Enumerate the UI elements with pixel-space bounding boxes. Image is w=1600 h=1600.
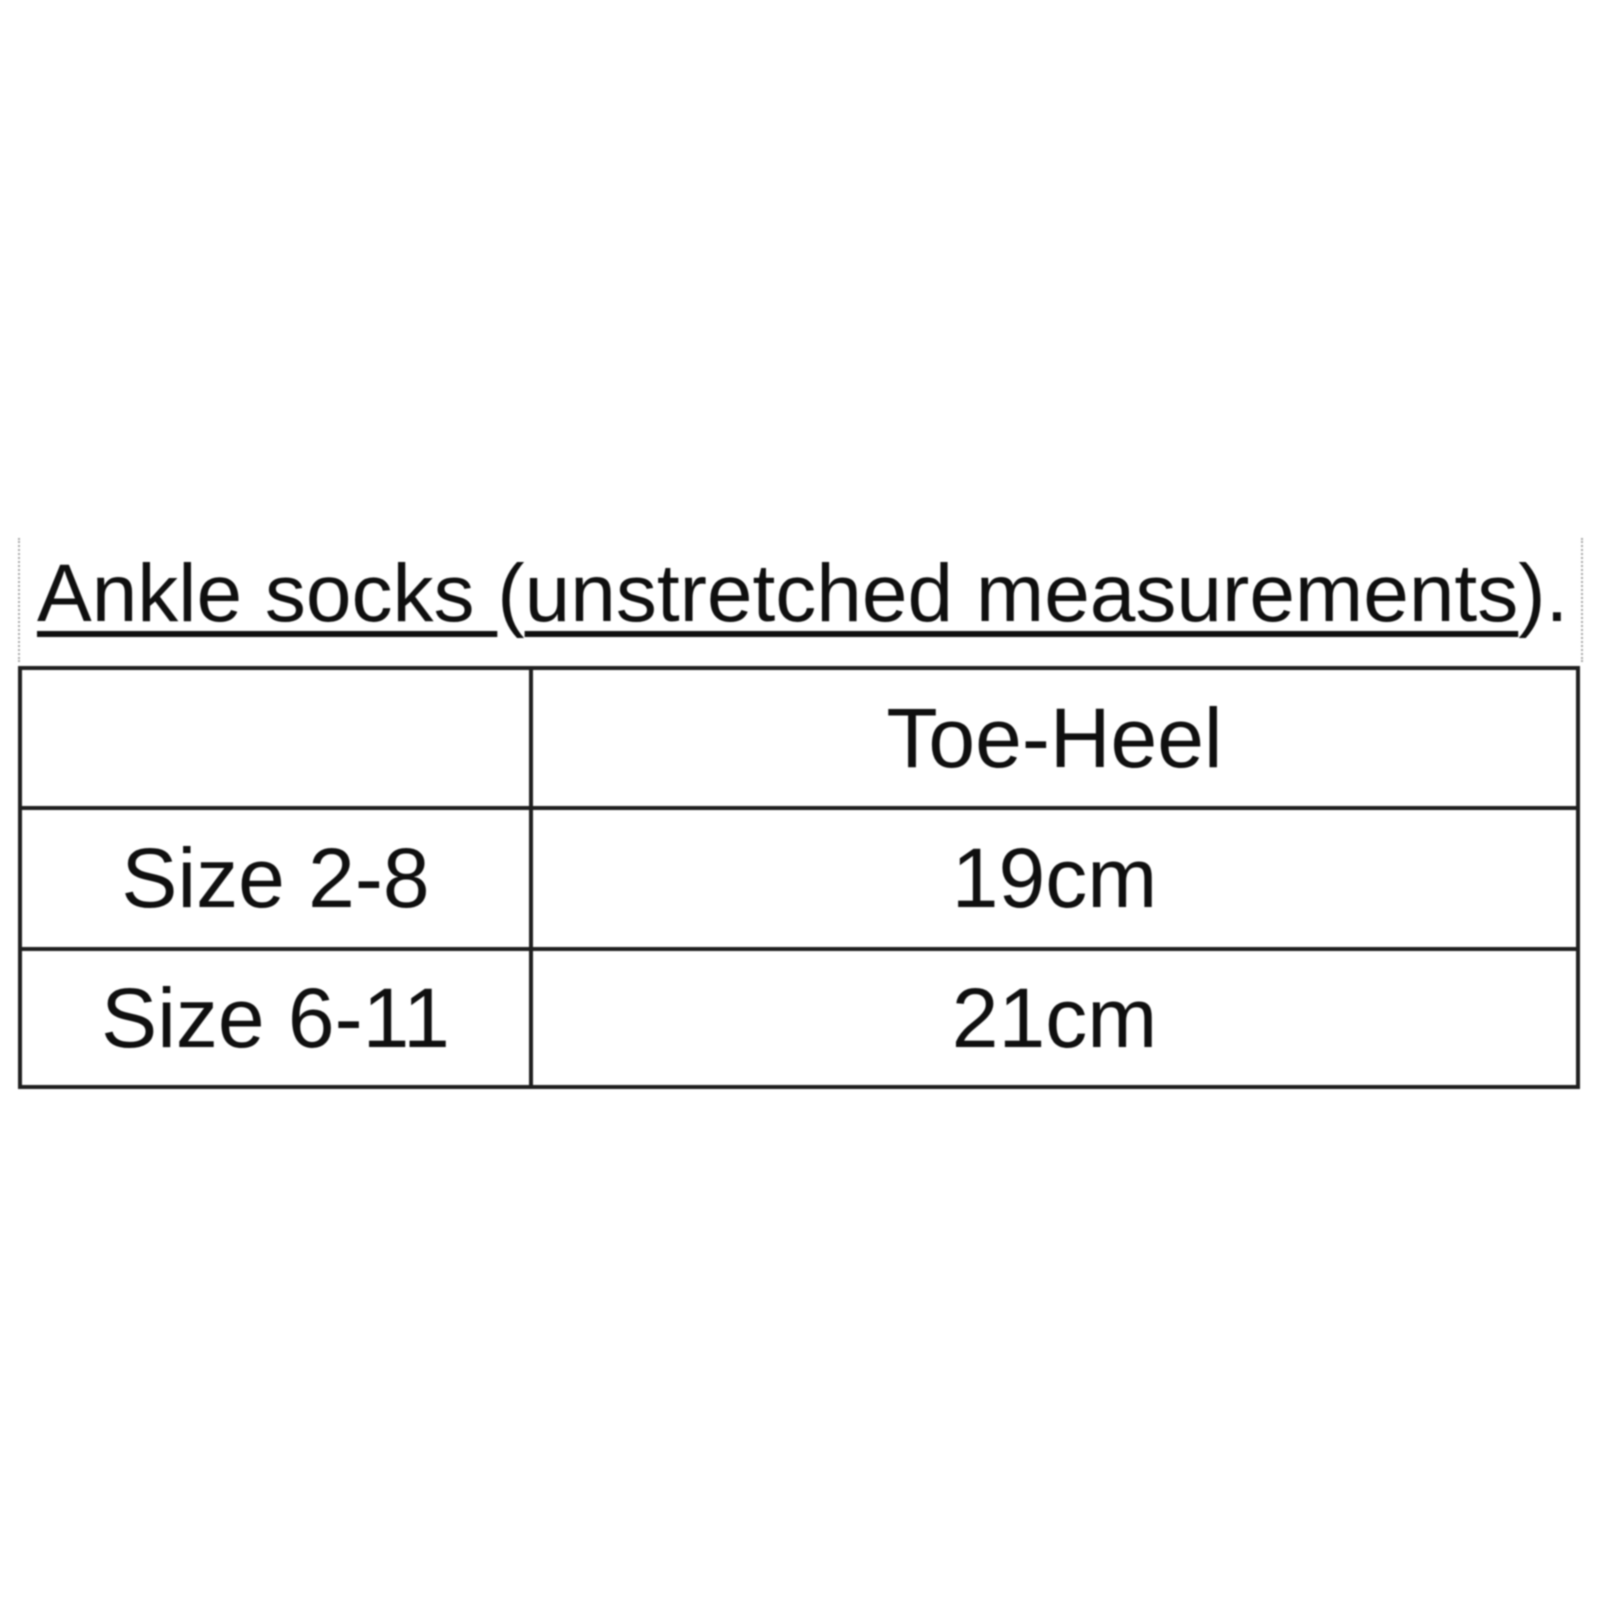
- header-toe-heel-cell: Toe-Heel: [529, 666, 1580, 810]
- title-suffix: ).: [1518, 548, 1569, 639]
- size-chart-table: Toe-Heel Size 2-8 19cm Size 6-11 21cm: [18, 666, 1580, 1089]
- table-row-size-2-8: Size 2-8 19cm: [18, 806, 1580, 951]
- table-header-row: Toe-Heel: [18, 666, 1580, 810]
- title-part-1: Ankle socks: [37, 548, 498, 639]
- table-row-size-6-11: Size 6-11 21cm: [18, 947, 1580, 1089]
- title-part-2: unstretched measurements: [524, 548, 1519, 639]
- title-paren-open: (: [497, 548, 525, 639]
- header-empty-cell: [18, 666, 533, 810]
- size-label-cell: Size 2-8: [18, 806, 533, 951]
- toe-heel-value-cell: 19cm: [529, 806, 1580, 951]
- page-title: Ankle socks (unstretched measurements).: [37, 548, 1568, 639]
- toe-heel-value-cell: 21cm: [529, 947, 1580, 1089]
- title-block: Ankle socks (unstretched measurements).: [18, 538, 1583, 662]
- size-label-cell: Size 6-11: [18, 947, 533, 1089]
